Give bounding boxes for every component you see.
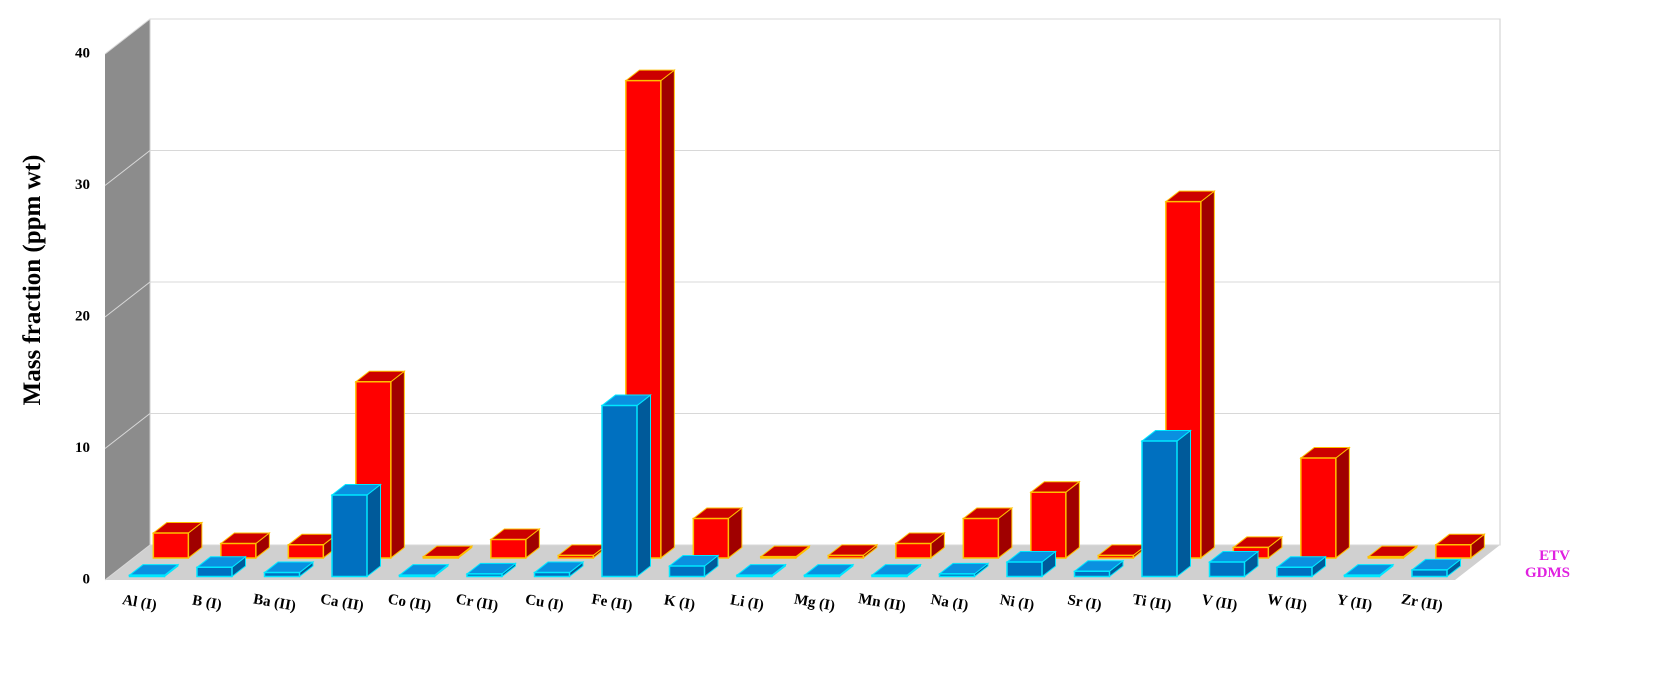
x-tick-label: V (II): [1200, 592, 1238, 614]
bar: [152, 532, 190, 559]
x-tick-label: Ni (I): [999, 592, 1036, 614]
bar: [331, 494, 368, 578]
bar: [895, 542, 932, 559]
bar-side: [660, 69, 675, 559]
x-tick-label: Li (I): [729, 592, 765, 614]
bar: [827, 554, 865, 559]
bar-side: [1065, 480, 1080, 559]
x-tick-label: Ba (II): [252, 591, 297, 614]
bar: [938, 573, 976, 578]
bar: [1300, 457, 1337, 559]
bar: [220, 542, 257, 559]
x-tick-label: Mg (I): [793, 592, 836, 615]
bar: [1141, 440, 1178, 578]
bar-side: [366, 483, 381, 578]
bar: [1367, 555, 1405, 559]
x-tick-label: Al (I): [121, 592, 158, 614]
bar: [803, 574, 841, 578]
x-tick-label: Y (II): [1335, 592, 1373, 614]
bar: [1030, 491, 1067, 559]
bar-side: [1176, 429, 1191, 578]
bar: [736, 574, 773, 578]
bar: [668, 565, 706, 578]
bar: [466, 573, 503, 578]
bar: [1097, 554, 1135, 559]
bar: [422, 555, 460, 559]
legend-label: ETV: [1539, 548, 1570, 564]
bar-side: [1200, 190, 1215, 559]
x-tick-label: Ca (II): [319, 591, 365, 614]
y-tick-label: 10: [75, 440, 90, 456]
bar: [196, 566, 233, 578]
legend-label: GDMS: [1525, 565, 1570, 581]
bar: [1073, 570, 1111, 578]
bar: [557, 554, 595, 559]
y-axis-label: Mass fraction (ppm wt): [19, 155, 46, 406]
bar-side: [1335, 446, 1350, 559]
x-tick-label: Sr (I): [1066, 592, 1103, 614]
bar: [1411, 569, 1448, 578]
bar: [263, 571, 301, 578]
x-tick-label: Na (I): [929, 592, 969, 614]
grid-line: [104, 281, 1500, 318]
x-tick-label: Mn (II): [857, 591, 907, 615]
x-tick-label: B (I): [191, 593, 223, 614]
bar: [1435, 544, 1472, 559]
x-tick-label: Fe (II): [590, 592, 633, 615]
bar: [1276, 566, 1313, 578]
bar: [760, 555, 797, 559]
bar: [1208, 561, 1246, 578]
bar: [692, 517, 730, 559]
y-tick-label: 30: [75, 177, 90, 193]
x-tick-label: K (I): [663, 592, 697, 613]
bar: [533, 571, 571, 578]
bar: [1343, 574, 1381, 578]
bar-side: [636, 394, 651, 578]
y-tick-label: 20: [75, 308, 90, 324]
bar: [1006, 561, 1043, 578]
bar-side: [390, 370, 405, 559]
bar: [490, 538, 527, 559]
x-tick-label: Co (II): [387, 591, 433, 614]
x-tick-label: Cr (II): [455, 591, 500, 614]
grid-line: [104, 150, 1500, 186]
bar: [287, 544, 325, 559]
y-tick-label: 40: [75, 45, 90, 61]
x-tick-label: W (II): [1266, 592, 1308, 615]
bar: [128, 574, 166, 578]
grid-line: [104, 413, 1500, 449]
x-tick-label: Cu (I): [524, 592, 565, 614]
x-tick-label: Zr (II): [1400, 592, 1444, 615]
bar: [601, 404, 638, 578]
bar: [398, 574, 436, 578]
bar: [871, 574, 908, 578]
bar: [962, 517, 1000, 559]
y-tick-label: 0: [83, 571, 91, 587]
grid-line: [104, 18, 1500, 55]
x-tick-label: Ti (II): [1131, 592, 1173, 615]
